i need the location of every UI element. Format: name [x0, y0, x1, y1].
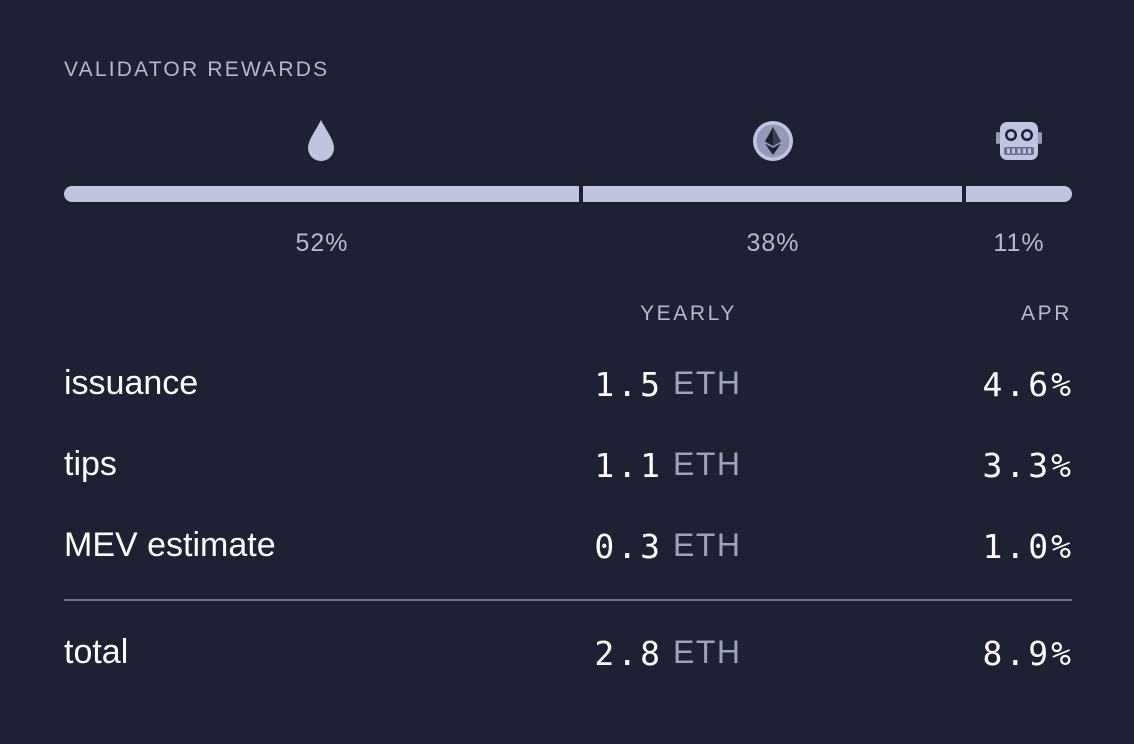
row-unit-issuance: ETH — [673, 365, 742, 401]
row-yearly-issuance: 1.5 — [594, 365, 663, 404]
row-apr-total: 8.9% — [982, 634, 1074, 673]
row-apr-issuance: 4.6% — [982, 365, 1074, 404]
row-label-issuance: issuance — [64, 364, 199, 402]
row-label-mev-estimate: MEV estimate — [64, 526, 276, 564]
row-unit-mev-estimate: ETH — [673, 527, 742, 563]
row-yearly-total: 2.8 — [594, 634, 663, 673]
row-apr-tips: 3.3% — [982, 446, 1074, 485]
robot-icon — [996, 120, 1042, 162]
card-title: VALIDATOR REWARDS — [64, 58, 330, 81]
percent-label-tips: 38% — [746, 229, 800, 257]
column-header-yearly: YEARLY — [640, 302, 737, 325]
row-label-tips: tips — [64, 445, 117, 483]
percent-label-issuance: 52% — [295, 229, 349, 257]
column-header-apr: APR — [1021, 302, 1072, 325]
percent-label-mev: 11% — [993, 229, 1045, 257]
total-divider — [64, 599, 1072, 601]
row-yearly-tips: 1.1 — [594, 446, 663, 485]
bar-segment-tips — [583, 186, 962, 202]
ethereum-coin-icon — [751, 119, 795, 163]
bar-segment-issuance — [64, 186, 579, 202]
row-unit-total: ETH — [673, 634, 742, 670]
bar-segment-mev — [966, 186, 1072, 202]
row-apr-mev-estimate: 1.0% — [982, 527, 1074, 566]
row-label-total: total — [64, 633, 129, 671]
row-yearly-mev-estimate: 0.3 — [594, 527, 663, 566]
water-drop-icon — [305, 118, 337, 162]
row-unit-tips: ETH — [673, 446, 742, 482]
